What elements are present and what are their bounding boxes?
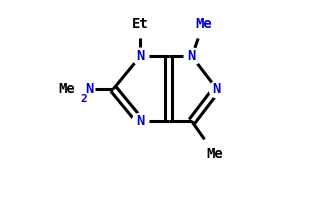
Text: N: N [136,114,144,128]
Text: Me: Me [207,147,223,161]
Text: N: N [136,49,144,63]
Text: Me: Me [195,17,212,31]
Text: 2: 2 [80,94,87,104]
Text: N: N [188,49,196,63]
Text: N: N [86,82,94,96]
Text: Me: Me [58,82,75,96]
Text: Et: Et [132,17,149,31]
Text: N: N [213,82,221,96]
